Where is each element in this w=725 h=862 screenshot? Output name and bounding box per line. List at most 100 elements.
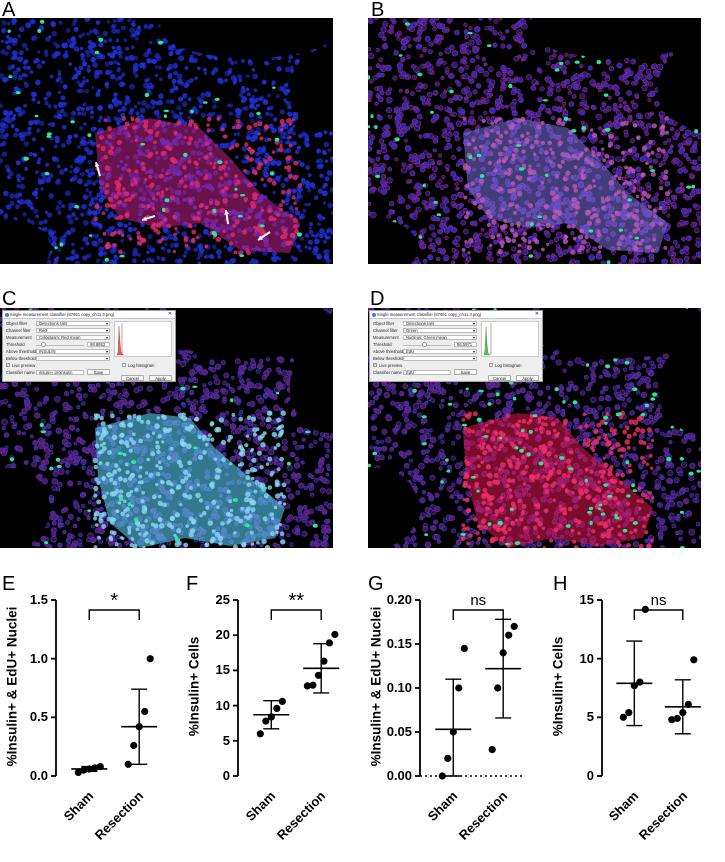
y-axis-title: %Insulin+ Cells <box>551 587 566 787</box>
measurement-select[interactable]: Nucleus: Green mean <box>403 335 477 340</box>
micrograph-b-image <box>368 18 701 264</box>
significance-label: * <box>99 590 129 613</box>
threshold-input[interactable]: 86.5971 <box>454 342 477 347</box>
data-point <box>690 656 697 663</box>
save-button[interactable]: Save <box>87 369 110 375</box>
data-point <box>273 705 280 712</box>
threshold-slider-knob[interactable] <box>41 342 46 347</box>
above-threshold-select[interactable]: INSULIN <box>36 349 110 354</box>
data-point <box>257 730 264 737</box>
threshold-label: Threshold <box>373 342 392 347</box>
micrograph-a <box>0 18 333 264</box>
above-threshold-select[interactable]: EdU <box>403 349 477 354</box>
channel-filter-select[interactable]: Red <box>36 328 110 333</box>
classifier-name-label: Classifier name <box>6 370 35 375</box>
data-point <box>455 684 462 691</box>
dialog-titlebar[interactable]: Single measurement classifier (87651 cop… <box>3 311 175 319</box>
threshold-slider[interactable] <box>403 345 451 346</box>
classifier-name-input[interactable]: EdU <box>403 370 451 375</box>
object-filter-select[interactable]: Detections (all) <box>403 321 477 326</box>
data-point <box>505 632 512 639</box>
close-icon[interactable]: ✕ <box>535 311 539 318</box>
live-preview-checkbox[interactable] <box>373 363 377 367</box>
above-threshold-label: Above threshold <box>6 349 36 354</box>
data-point <box>444 755 451 762</box>
histogram <box>114 321 172 357</box>
data-point <box>279 698 286 705</box>
data-point <box>439 772 446 779</box>
histogram <box>481 321 539 357</box>
measurement-label: Measurement <box>373 335 399 340</box>
micrograph-a-image <box>0 18 333 264</box>
data-point <box>620 714 627 721</box>
app-icon <box>372 313 376 317</box>
channel-filter-label: Channel filter <box>373 328 398 333</box>
data-point <box>489 746 496 753</box>
threshold-input[interactable]: 99.8853 <box>87 342 110 347</box>
data-point <box>625 709 632 716</box>
measurement-select[interactable]: Cytoplasm: Red mean <box>36 335 110 340</box>
apply-button[interactable]: Apply <box>516 375 539 381</box>
save-button[interactable]: Save <box>454 369 477 375</box>
classifier-dialog-c: Single measurement classifier (87651 cop… <box>2 310 176 382</box>
data-point <box>309 682 316 689</box>
histogram-plot <box>482 322 538 356</box>
y-axis-title: %Insulin+ & EdU+ Nuclei <box>369 587 384 787</box>
dialog-title: Single measurement classifier (87651 cop… <box>377 312 481 317</box>
significance-label: ns <box>463 592 493 609</box>
log-histogram-checkbox[interactable] <box>489 363 493 367</box>
data-point <box>494 684 501 691</box>
live-preview-label: Live preview <box>379 363 402 368</box>
cancel-button[interactable]: Cancel <box>121 375 144 381</box>
data-point <box>125 761 132 768</box>
data-point <box>461 645 468 652</box>
data-point <box>674 715 681 722</box>
classifier-dialog-d: Single measurement classifier (87651 cop… <box>369 310 543 382</box>
live-preview-label: Live preview <box>12 363 35 368</box>
panel-label-a: A <box>2 0 15 20</box>
data-point <box>326 639 333 646</box>
apply-button[interactable]: Apply <box>149 375 172 381</box>
below-threshold-label: Below threshold <box>6 356 36 361</box>
panel-label-d: D <box>370 289 384 309</box>
above-threshold-label: Above threshold <box>373 349 403 354</box>
dialog-titlebar[interactable]: Single measurement classifier (87651 cop… <box>370 311 542 319</box>
close-icon[interactable]: ✕ <box>168 311 172 318</box>
data-point <box>511 623 518 630</box>
micrograph-b <box>368 18 701 264</box>
app-icon <box>5 313 9 317</box>
measurement-label: Measurement <box>6 335 32 340</box>
object-filter-select[interactable]: Detections (all) <box>36 321 110 326</box>
log-histogram-label: Log histogram <box>128 363 155 368</box>
data-point <box>141 708 148 715</box>
panel-label-b: B <box>371 0 384 20</box>
significance-bracket <box>453 610 503 620</box>
significance-label: ns <box>644 592 674 609</box>
histogram-plot <box>115 322 171 356</box>
y-axis-title: %Insulin+ & EdU+ Nuclei <box>5 587 20 787</box>
data-point <box>147 655 154 662</box>
below-threshold-select[interactable] <box>403 356 477 361</box>
log-histogram-checkbox[interactable] <box>122 363 126 367</box>
below-threshold-label: Below threshold <box>373 356 403 361</box>
data-point <box>331 631 338 638</box>
classifier-name-input[interactable]: insulin+ proinsulin <box>36 370 84 375</box>
live-preview-checkbox[interactable] <box>6 363 10 367</box>
threshold-label: Threshold <box>6 342 25 347</box>
cancel-button[interactable]: Cancel <box>488 375 511 381</box>
y-axis-title: %Insulin+ Cells <box>187 587 202 787</box>
classifier-name-label: Classifier name <box>373 370 402 375</box>
significance-label: ** <box>281 590 311 613</box>
below-threshold-select[interactable] <box>36 356 110 361</box>
threshold-slider-knob[interactable] <box>422 342 427 347</box>
panel-label-c: C <box>2 289 16 309</box>
data-point <box>636 679 643 686</box>
significance-bracket <box>634 610 682 620</box>
channel-filter-select[interactable]: Green <box>403 328 477 333</box>
log-histogram-label: Log histogram <box>495 363 522 368</box>
dialog-title: Single measurement classifier (87651 cop… <box>10 312 114 317</box>
